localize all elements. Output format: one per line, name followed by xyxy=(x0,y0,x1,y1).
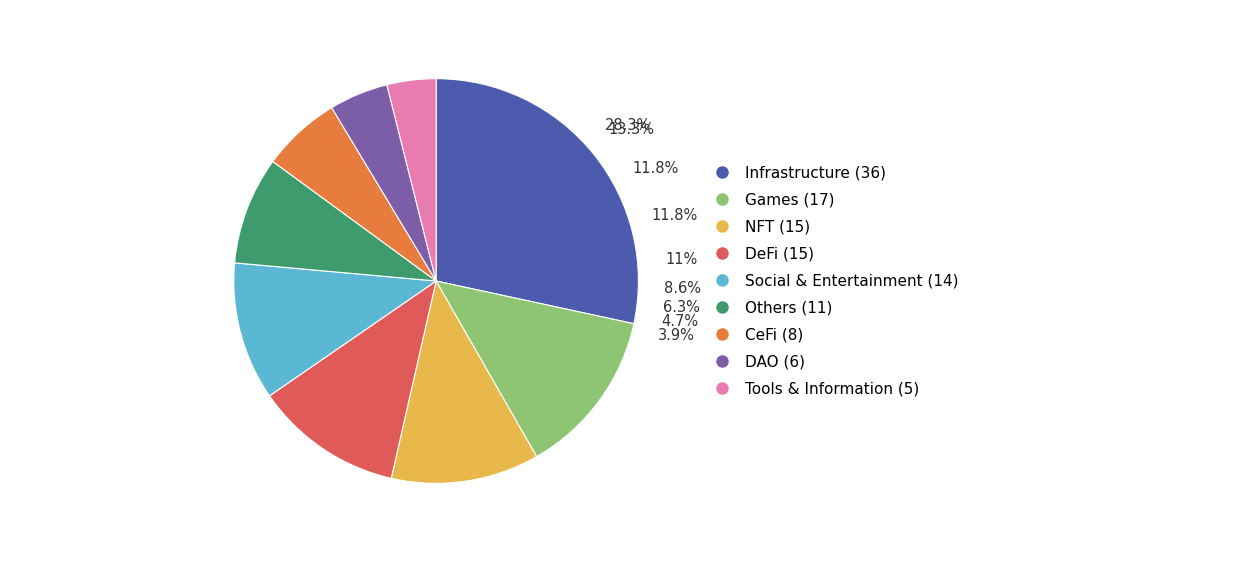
Wedge shape xyxy=(436,281,634,456)
Wedge shape xyxy=(269,281,436,478)
Wedge shape xyxy=(436,79,638,324)
Legend: Infrastructure (36), Games (17), NFT (15), DeFi (15), Social & Entertainment (14: Infrastructure (36), Games (17), NFT (15… xyxy=(706,166,958,396)
Text: 11.8%: 11.8% xyxy=(633,161,679,176)
Wedge shape xyxy=(386,79,436,281)
Text: 13.3%: 13.3% xyxy=(608,123,654,137)
Wedge shape xyxy=(234,161,436,281)
Text: 28.3%: 28.3% xyxy=(604,118,650,133)
Text: 3.9%: 3.9% xyxy=(658,328,695,343)
Wedge shape xyxy=(391,281,537,483)
Text: 11%: 11% xyxy=(665,252,698,267)
Text: 6.3%: 6.3% xyxy=(663,300,700,315)
Wedge shape xyxy=(331,85,436,281)
Wedge shape xyxy=(234,263,436,396)
Text: 8.6%: 8.6% xyxy=(664,281,701,296)
Text: 4.7%: 4.7% xyxy=(660,315,698,329)
Wedge shape xyxy=(273,108,436,281)
Text: 11.8%: 11.8% xyxy=(650,208,698,223)
